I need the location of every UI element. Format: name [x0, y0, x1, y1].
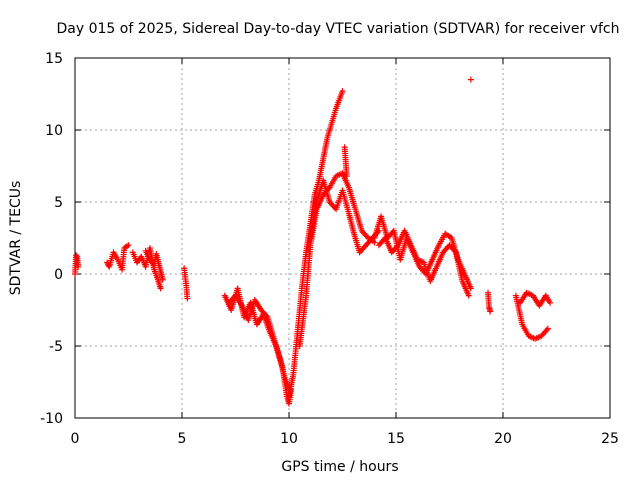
series-trace-q [517, 289, 554, 309]
y-tick-label: 0 [54, 267, 63, 283]
x-tick-label: 5 [178, 431, 187, 447]
x-tick-label: 15 [387, 431, 405, 447]
data-point [467, 285, 474, 292]
data-point [184, 295, 191, 302]
series-trace-b [104, 242, 132, 273]
data-point [343, 173, 350, 180]
data-point [339, 88, 346, 95]
x-tick-label: 10 [280, 431, 298, 447]
x-tick-labels: 0 5 10 15 20 25 [71, 431, 619, 447]
y-tick-label: 5 [54, 195, 63, 211]
data-point [157, 285, 164, 292]
data-point [487, 308, 494, 315]
y-tick-label: 10 [45, 123, 63, 139]
series-trace-j [307, 177, 382, 256]
series-trace-d [142, 247, 166, 283]
x-tick-label: 20 [494, 431, 512, 447]
series-trace-p [512, 292, 551, 342]
data-marks [72, 76, 554, 407]
data-point [544, 325, 551, 332]
series-trace-c [129, 245, 164, 292]
y-tick-label: -10 [40, 411, 63, 427]
x-axis-label: GPS time / hours [281, 459, 398, 475]
chart-title: Day 015 of 2025, Sidereal Day-to-day VTE… [56, 21, 619, 37]
data-point [467, 76, 474, 83]
data-point [125, 242, 132, 249]
series-trace-k [341, 144, 350, 180]
series-trace-n [467, 76, 474, 83]
data-point [547, 299, 554, 306]
series-trace-o [485, 289, 494, 315]
y-tick-label: -5 [49, 339, 63, 355]
x-tick-label: 0 [71, 431, 80, 447]
grid-lines [75, 58, 610, 418]
y-axis-label: SDTVAR / TECUs [8, 181, 24, 296]
series-trace-e [181, 265, 191, 302]
data-point [75, 263, 82, 270]
y-tick-label: 15 [45, 51, 63, 67]
series-trace-i [296, 170, 378, 349]
plot-frame [74, 57, 611, 419]
y-tick-labels: -10 -5 0 5 10 15 [40, 51, 63, 427]
series-trace-h [286, 88, 346, 400]
axis-ticks [74, 57, 611, 419]
series-trace-a [72, 252, 82, 277]
data-point [465, 292, 472, 299]
x-tick-label: 25 [601, 431, 619, 447]
series-trace-m [375, 227, 472, 299]
data-point [159, 276, 166, 283]
series-trace-g [226, 292, 292, 393]
